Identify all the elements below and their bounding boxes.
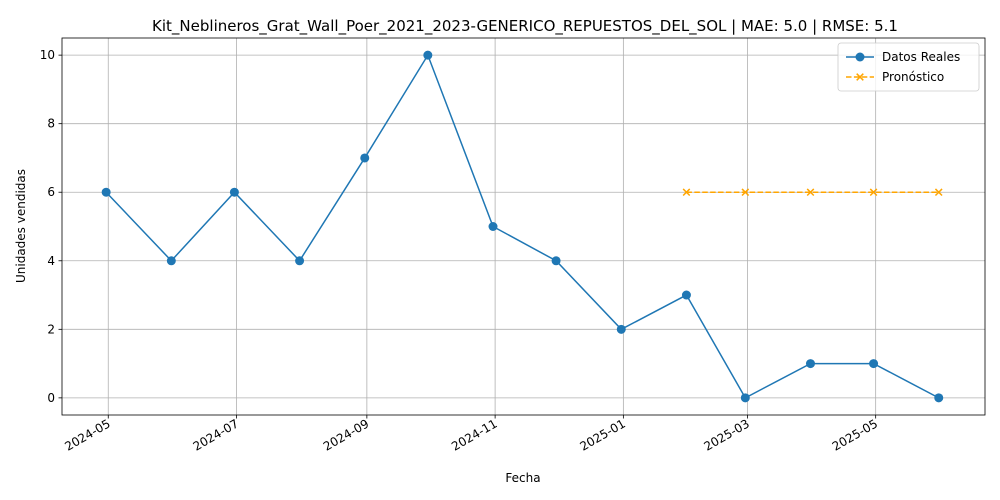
data-point	[805, 359, 815, 369]
data-point	[741, 188, 750, 197]
series-line-1	[105, 53, 940, 399]
data-point	[934, 393, 944, 403]
data-point	[101, 187, 111, 197]
x-tick-label: 2025-05	[830, 416, 880, 453]
plot-series	[101, 50, 944, 403]
y-tick-label: 6	[47, 185, 55, 199]
y-tick-label: 8	[47, 117, 55, 131]
data-point	[616, 324, 626, 334]
data-point	[740, 393, 750, 403]
plot-frame	[61, 37, 986, 416]
x-tick-label: 2024-07	[191, 416, 241, 453]
x-tick-label: 2024-09	[321, 416, 371, 453]
data-point	[869, 188, 878, 197]
grid-lines	[62, 38, 985, 415]
legend-marker	[856, 73, 864, 81]
y-tick-label: 2	[47, 322, 55, 336]
data-point	[295, 256, 305, 266]
data-point	[488, 222, 498, 231]
x-tick-label: 2024-05	[62, 416, 112, 453]
legend-box	[837, 42, 980, 92]
x-tick-label: 2024-11	[449, 416, 499, 453]
x-tick-label: 2025-03	[701, 416, 751, 453]
y-tick-label: 0	[47, 391, 55, 405]
chart-title: Kit_Neblineros_Grat_Wall_Poer_2021_2023-…	[152, 17, 898, 36]
y-axis-label: Unidades vendidas	[14, 169, 28, 283]
axes: 0 2 4 6 8 10 2024-05 2024-07 2024-09 2024-11 2025-…	[40, 37, 986, 454]
y-tick-label: 10	[40, 48, 55, 62]
data-point	[229, 187, 239, 197]
data-point	[681, 290, 691, 300]
data-point	[423, 50, 433, 60]
data-point	[166, 256, 176, 266]
data-point	[934, 188, 943, 197]
legend-marker	[855, 52, 865, 62]
data-point	[869, 359, 879, 369]
x-axis-label: Fecha	[505, 471, 540, 485]
legend: Datos Reales Pronóstico	[837, 42, 980, 92]
data-point	[682, 188, 691, 197]
data-point	[360, 153, 370, 163]
data-point	[806, 188, 815, 197]
legend-label: Pronóstico	[882, 70, 944, 84]
data-point	[551, 256, 561, 266]
x-tick-label: 2025-01	[577, 416, 627, 453]
legend-label: Datos Reales	[882, 50, 960, 64]
y-tick-label: 4	[47, 254, 55, 268]
